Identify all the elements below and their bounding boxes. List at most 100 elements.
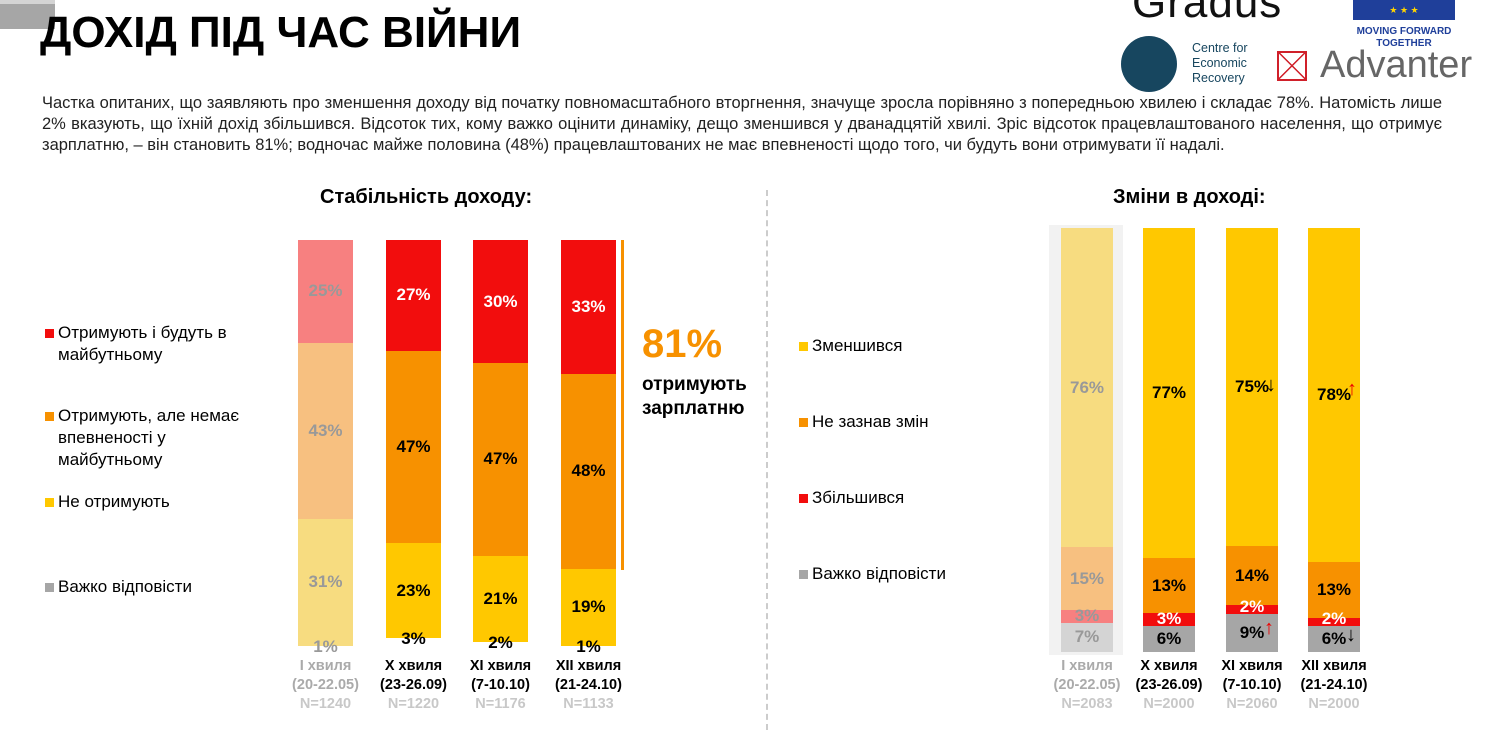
arrow-up-icon: ↑ [1264, 617, 1274, 639]
legend-item: Отримують і будуть в майбутньому [45, 322, 268, 366]
bar-segment: 47% [473, 363, 528, 556]
legend-swatch [799, 494, 808, 503]
bar-segment: 2% [1226, 597, 1278, 615]
bar-segment-fill [0, 0, 55, 5]
legend-label: Не зазнав змін [812, 412, 929, 431]
bar-segment: 31% [298, 518, 353, 646]
sample-size: N=1220 [387, 696, 440, 712]
legend-swatch [45, 583, 54, 592]
legend-swatch [45, 412, 54, 421]
legend-item: Важко відповісти [799, 563, 1022, 585]
divider [766, 190, 768, 730]
legend-swatch [45, 329, 54, 338]
cer-logo-text: Centre for Economic Recovery [1192, 41, 1248, 85]
bar-segment: 6% [1308, 626, 1360, 652]
x-axis-date: (20-22.05) [292, 677, 359, 693]
bar-segment: 47% [386, 350, 441, 544]
bar-segment: 3% [1061, 607, 1113, 623]
x-axis-date: (23-26.09) [1135, 677, 1203, 693]
legend-item: Не зазнав змін [799, 411, 1022, 433]
x-axis-label: XII хвиля [555, 658, 622, 674]
legend-label: Не отримують [58, 492, 170, 511]
bar-segment-fill [0, 24, 55, 29]
x-axis-label: I хвиля [1061, 658, 1113, 674]
bar-segment: 25% [298, 240, 353, 343]
bar-segment: 14% [1226, 546, 1278, 606]
right-chart-title: Зміни в доході: [1113, 186, 1266, 208]
bar-segment: 9% [1226, 613, 1278, 652]
legend-item: Збільшився [799, 487, 1022, 509]
bar-segment: 21% [473, 555, 528, 642]
x-axis-date: (23-26.09) [380, 677, 447, 693]
x-axis-label: X хвиля [1140, 658, 1198, 674]
legend-item: Зменшився [799, 335, 1022, 357]
bar-segment: 7% [1061, 622, 1113, 652]
bar-segment: 48% [561, 373, 616, 569]
callout-label: отримують зарплатню [642, 374, 747, 419]
arrow-down-icon: ↓ [1266, 374, 1276, 396]
legend-swatch [45, 498, 54, 507]
sample-size: N=2083 [1061, 696, 1113, 712]
bar-segment: 33% [561, 240, 616, 374]
salary-bracket [621, 240, 624, 570]
arrow-down-icon: ↓ [1346, 624, 1356, 646]
bar-segment: 19% [561, 568, 616, 646]
bar-segment: 77% [1143, 228, 1195, 558]
sample-size: N=2000 [1308, 696, 1360, 712]
x-axis-date: (21-24.10) [1300, 677, 1368, 693]
bar-segment: 2% [488, 632, 513, 652]
bar-segment: 3% [401, 628, 426, 648]
legend-item: Отримують, але немає впевненості у майбу… [45, 405, 268, 471]
legend-label: Отримують, але немає впевненості у майбу… [58, 406, 240, 469]
cer-logo-icon [1121, 36, 1177, 92]
sample-size: N=1176 [475, 696, 526, 712]
bar-segment-fill [0, 16, 55, 25]
sample-size: N=1133 [563, 696, 614, 712]
x-axis-label: XI хвиля [1221, 658, 1283, 674]
x-axis-label: I хвиля [299, 658, 352, 674]
x-axis-label: XII хвиля [1301, 658, 1367, 674]
x-axis-label: XI хвиля [469, 658, 532, 674]
legend-swatch [799, 418, 808, 427]
bar-segment: 23% [386, 543, 441, 638]
advanter-logo-icon [1277, 51, 1307, 81]
bar-segment: 76% [1061, 228, 1113, 548]
bar-segment: 15% [1061, 547, 1113, 611]
bar-segment: 78% [1308, 228, 1360, 563]
bar-segment: 13% [1143, 557, 1195, 614]
x-axis-date: (20-22.05) [1053, 677, 1121, 693]
bar-segment: 30% [473, 240, 528, 363]
sample-size: N=2060 [1226, 696, 1278, 712]
bar-segment: 1% [576, 636, 601, 656]
x-axis-date: (7-10.10) [471, 677, 530, 693]
x-axis-date: (7-10.10) [1222, 677, 1282, 693]
legend-swatch [799, 570, 808, 579]
page-title: ДОХІД ПІД ЧАС ВІЙНИ [40, 8, 522, 57]
eu-flag-logo: ★ ★ ★ [1353, 0, 1455, 20]
bar-segment: 43% [298, 342, 353, 519]
intro-text: Частка опитаних, що заявляють про зменше… [42, 94, 1442, 154]
bar-segment: 2% [1308, 611, 1360, 627]
left-chart-title: Стабільність доходу: [320, 186, 533, 208]
advanter-logo-text: Advanter [1320, 44, 1473, 86]
legend-label: Важко відповісти [812, 564, 946, 583]
bar-segment: 13% [1308, 562, 1360, 618]
legend-item: Важко відповісти [45, 576, 268, 598]
bar-segment-fill [0, 4, 55, 17]
bar-segment: 27% [386, 240, 441, 351]
eu-slogan: MOVING FORWARD TOGETHER [1356, 26, 1452, 49]
legend-label: Збільшився [812, 488, 905, 507]
legend-label: Важко відповісти [58, 577, 192, 596]
sample-size: N=1240 [299, 696, 352, 712]
callout-value: 81% [642, 322, 723, 366]
gradus-logo: Gradus [1132, 0, 1283, 27]
x-axis-date: (21-24.10) [555, 677, 622, 693]
x-axis-label: X хвиля [384, 658, 443, 674]
bar-segment: 3% [1143, 610, 1195, 627]
legend-swatch [799, 342, 808, 351]
bar-segment: 1% [313, 636, 338, 656]
legend-label: Зменшився [812, 336, 903, 355]
bar-segment: 75% [1226, 228, 1278, 546]
arrow-up-icon: ↑ [1347, 378, 1357, 400]
bar-segment: 6% [1143, 626, 1195, 652]
